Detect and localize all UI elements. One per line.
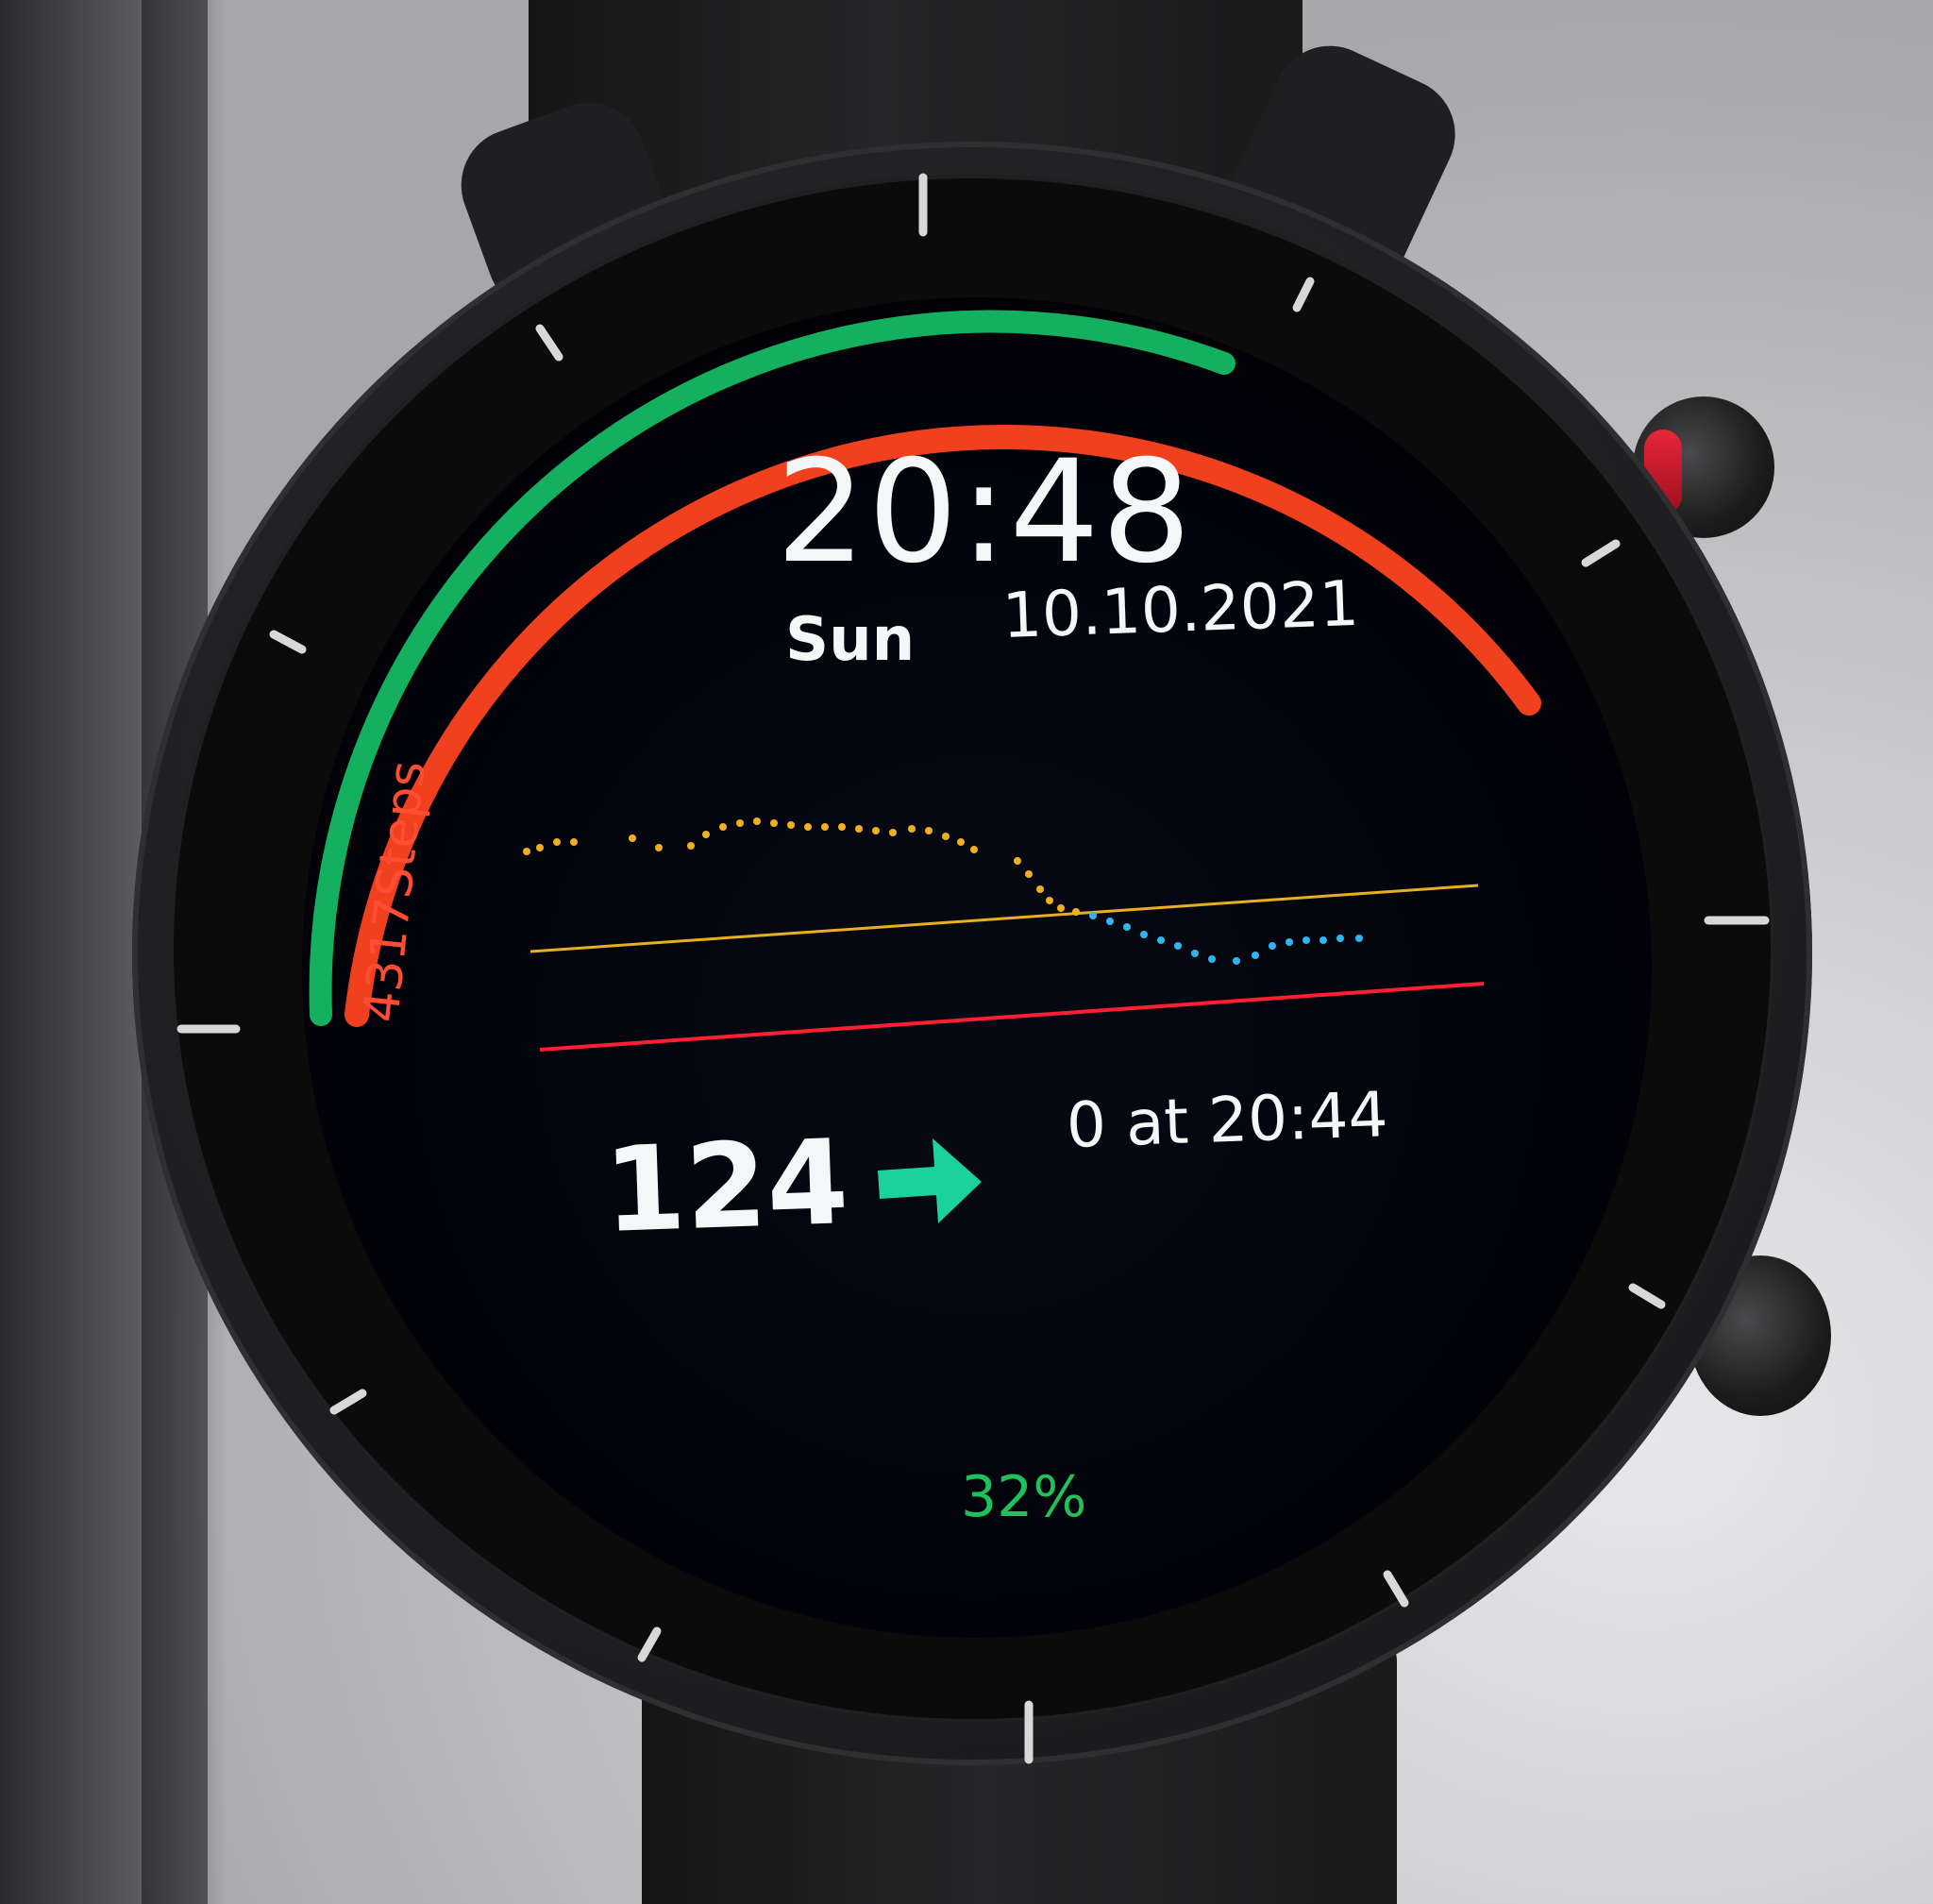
tick-10 [269,630,307,654]
tick-7 [637,1626,662,1662]
arrow-right-icon [878,1138,982,1223]
low-threshold-line [539,982,1485,1052]
tick-1 [1292,277,1315,312]
clock-time: 20:48 [776,430,1194,595]
tick-2 [1581,539,1621,567]
tick-5 [1383,1570,1409,1608]
steps-goal-arc [345,425,1541,1027]
day-of-week: Sun [785,605,916,675]
steps-progress-arc [309,310,1235,1026]
glucose-value: 124 [601,1115,851,1259]
glucose-points-high [523,817,1080,916]
tick-11 [535,324,563,362]
last-reading-label: 0 at 20:44 [1065,1078,1389,1162]
bezel-ticks [176,173,1770,1764]
glucose-points-low [1089,912,1363,965]
date-label: 10.10.2021 [1000,566,1360,652]
high-threshold-line [529,884,1479,953]
tick-8 [329,1389,367,1415]
battery-percent: 32% [961,1464,1087,1530]
tick-4 [1628,1283,1666,1309]
